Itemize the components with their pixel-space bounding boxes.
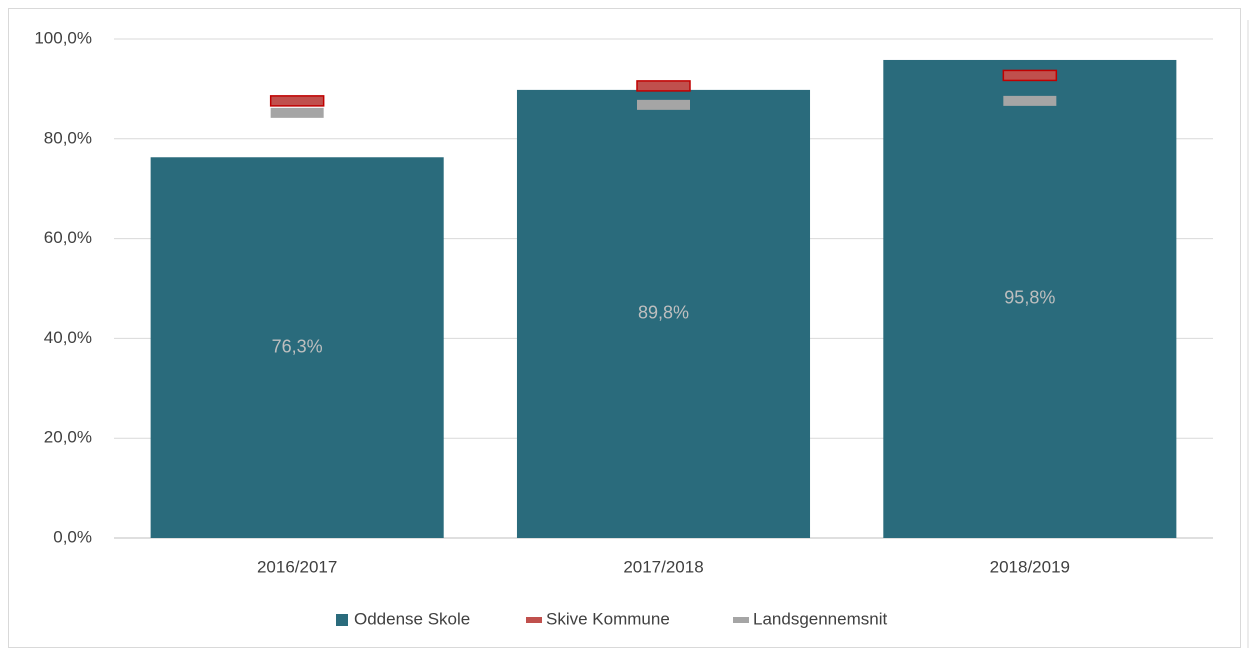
marker <box>270 107 324 118</box>
x-tick-label: 2018/2019 <box>990 557 1070 576</box>
y-tick-label: 60,0% <box>44 228 92 247</box>
legend-label: Skive Kommune <box>546 609 670 628</box>
y-tick-label: 40,0% <box>44 328 92 347</box>
legend-label: Landsgennemsnit <box>753 609 887 628</box>
legend-label: Oddense Skole <box>354 609 470 628</box>
bar <box>150 157 444 538</box>
bar <box>516 89 811 538</box>
x-tick-label: 2017/2018 <box>623 557 703 576</box>
marker <box>636 80 691 92</box>
data-label: 89,8% <box>638 303 689 323</box>
y-tick-label: 100,0% <box>34 28 92 47</box>
y-tick-label: 0,0% <box>53 527 92 546</box>
marker <box>637 99 690 110</box>
legend-swatch <box>526 617 542 623</box>
marker <box>269 95 325 107</box>
marker <box>1003 95 1057 106</box>
data-label: 95,8% <box>1004 288 1055 308</box>
marker <box>1002 69 1058 82</box>
legend-swatch <box>336 614 348 626</box>
legend-swatch <box>733 617 749 623</box>
y-tick-label: 80,0% <box>44 128 92 147</box>
bar <box>883 59 1177 538</box>
data-label: 76,3% <box>272 336 323 356</box>
x-tick-label: 2016/2017 <box>257 557 337 576</box>
y-tick-label: 20,0% <box>44 428 92 447</box>
